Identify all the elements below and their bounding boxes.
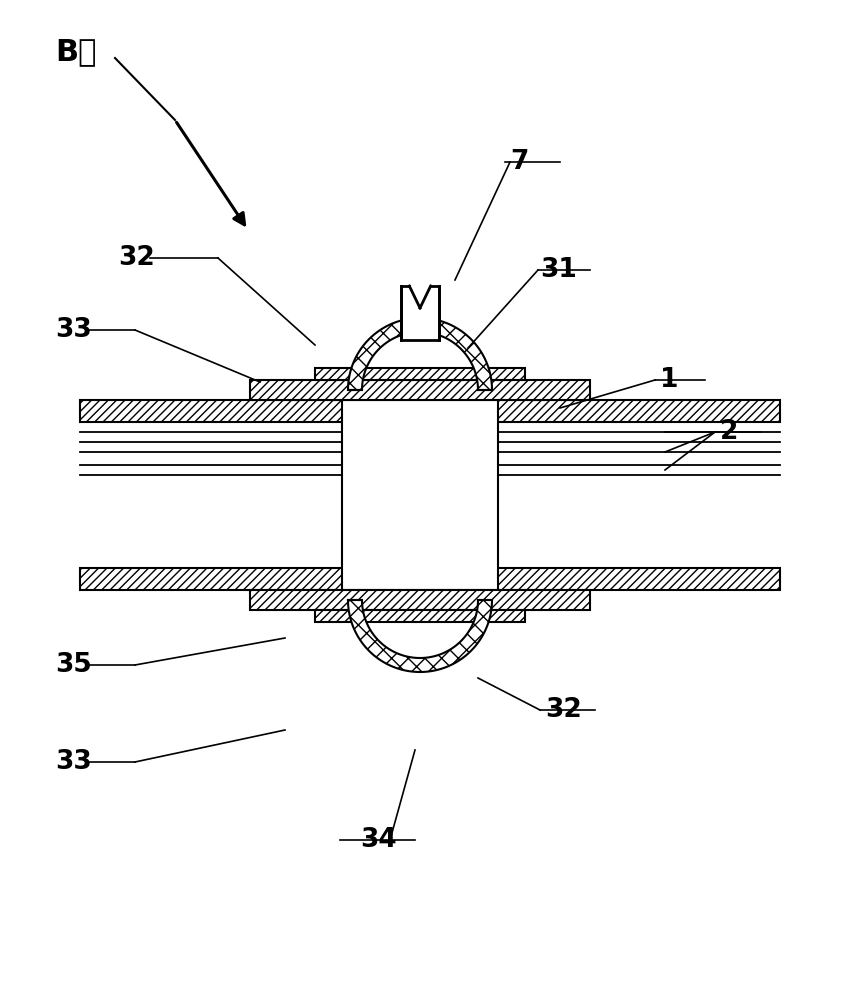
Polygon shape <box>342 400 498 590</box>
Text: 34: 34 <box>360 827 397 853</box>
Text: 1: 1 <box>660 367 678 393</box>
Polygon shape <box>315 368 525 380</box>
Text: 32: 32 <box>545 697 582 723</box>
Polygon shape <box>401 268 439 340</box>
Text: 33: 33 <box>55 317 92 343</box>
Polygon shape <box>80 400 780 422</box>
Text: 2: 2 <box>720 419 739 445</box>
Polygon shape <box>80 568 780 590</box>
Text: 31: 31 <box>540 257 577 283</box>
Polygon shape <box>315 610 525 622</box>
Text: 33: 33 <box>55 749 92 775</box>
Text: 7: 7 <box>510 149 528 175</box>
Polygon shape <box>348 600 492 672</box>
Text: B部: B部 <box>55 37 96 66</box>
Text: 35: 35 <box>55 652 92 678</box>
Polygon shape <box>250 590 590 610</box>
Polygon shape <box>348 318 492 390</box>
Text: 32: 32 <box>118 245 155 271</box>
Polygon shape <box>250 380 590 400</box>
